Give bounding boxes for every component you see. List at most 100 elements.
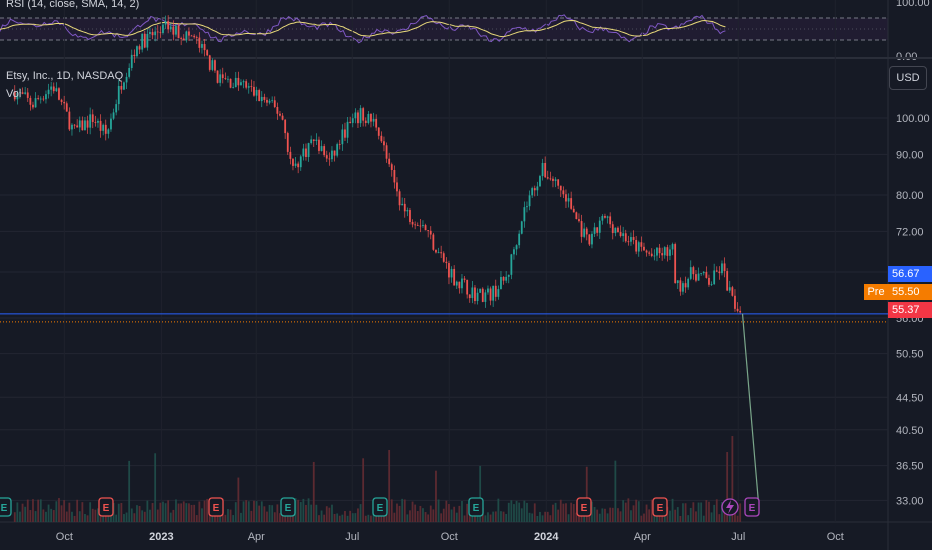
earnings-marker-letter: E	[285, 503, 292, 514]
candle-body	[731, 287, 734, 296]
candle-body	[679, 280, 682, 292]
earnings-marker[interactable]: E	[98, 497, 114, 517]
earnings-marker[interactable]: E	[744, 497, 760, 517]
candle-body	[245, 81, 248, 88]
candle-body	[97, 120, 99, 123]
candle-body	[385, 145, 388, 159]
volume-bar	[273, 512, 276, 522]
earnings-marker[interactable]: E	[576, 497, 592, 517]
candle-body	[65, 103, 68, 112]
volume-bar	[554, 502, 557, 522]
earnings-marker-letter: E	[581, 503, 588, 514]
volume-bar	[175, 499, 177, 522]
earnings-marker[interactable]: E	[652, 497, 668, 517]
candle-body	[414, 224, 417, 226]
volume-bar	[570, 502, 573, 522]
candle-body	[136, 46, 138, 57]
earnings-marker-letter: E	[473, 503, 480, 514]
volume-bar	[718, 514, 721, 522]
volume-bar	[52, 510, 55, 522]
volume-bar	[637, 501, 640, 522]
volume-bar	[276, 504, 279, 522]
volume-bar	[401, 498, 404, 522]
candle-body	[598, 220, 601, 233]
pre-market-price-tag: 55.50	[888, 284, 932, 300]
volume-bar	[679, 515, 682, 522]
candle-body	[284, 119, 287, 134]
volume-bar	[89, 502, 92, 522]
volume-bar	[593, 507, 596, 522]
candle-body	[336, 144, 339, 156]
volume-bar	[492, 511, 495, 522]
candle-body	[21, 92, 24, 94]
candle-body	[26, 92, 29, 98]
earnings-marker-letter: E	[749, 503, 756, 514]
volume-bar	[331, 504, 333, 522]
candle-body	[323, 146, 326, 156]
volume-bar	[156, 509, 159, 522]
earnings-marker[interactable]: E	[468, 497, 484, 517]
volume-bar	[689, 507, 692, 522]
earnings-marker[interactable]: E	[372, 497, 388, 517]
earnings-marker-box	[576, 497, 592, 517]
volume-bar	[687, 515, 690, 522]
volume-bar	[325, 506, 328, 522]
volume-bar	[341, 514, 344, 522]
candle-body	[32, 104, 34, 108]
volume-bar	[138, 505, 141, 522]
main-legend[interactable]: Etsy, Inc., 1D, NASDAQ	[6, 70, 124, 82]
candle-body	[364, 120, 367, 124]
candle-body	[370, 113, 372, 122]
candle-body	[494, 285, 497, 297]
candle-body	[718, 271, 721, 274]
volume-bar	[578, 515, 580, 522]
volume-bar	[65, 511, 68, 522]
candle-body	[232, 87, 235, 88]
time-tick-label: 2024	[534, 531, 559, 543]
volume-bar	[445, 500, 448, 522]
candle-body	[289, 151, 292, 159]
volume-bar	[739, 503, 742, 522]
candle-body	[190, 35, 193, 37]
candle-body	[453, 268, 456, 286]
time-axis[interactable]: Oct 2023 Apr Jul Oct 2024 Apr Jul Oct	[56, 531, 844, 543]
lightning-icon[interactable]	[721, 498, 739, 516]
candle-body	[151, 32, 154, 36]
currency-button[interactable]: USD	[889, 66, 927, 90]
candle-body	[507, 274, 510, 277]
time-tick-label: Jul	[345, 531, 359, 543]
earnings-marker[interactable]: E	[208, 497, 224, 517]
price-tick-label: 80.00	[896, 190, 924, 202]
earnings-marker[interactable]: E	[0, 497, 12, 517]
candle-body	[437, 252, 440, 254]
candle-body	[162, 24, 164, 33]
volume-bar	[650, 499, 653, 522]
volume-bar	[549, 515, 552, 522]
volume-bar	[50, 508, 53, 522]
volume-legend[interactable]: Vol	[6, 88, 22, 100]
lightning-icon-bolt	[726, 500, 734, 514]
earnings-marker-box	[98, 497, 114, 517]
candle-body	[588, 234, 591, 245]
candle-body	[133, 54, 136, 57]
candle-body	[315, 139, 318, 141]
candle-body	[260, 96, 263, 102]
rsi-legend[interactable]: RSI (14, close, SMA, 14, 2)	[6, 0, 140, 10]
volume-bar	[676, 507, 679, 522]
volume-bar	[552, 504, 554, 522]
price-tick-label: 44.50	[896, 392, 924, 404]
candle-body	[102, 124, 105, 131]
close-price-tag: 56.67	[888, 266, 932, 282]
candle-body	[549, 178, 552, 180]
candle-body	[661, 253, 664, 256]
candle-body	[201, 44, 203, 48]
pre-market-label: Pre	[864, 284, 888, 300]
candle-body	[58, 88, 60, 100]
volume-bar	[37, 499, 40, 522]
volume-bar	[180, 503, 183, 522]
candle-body	[125, 76, 128, 83]
candle-body	[424, 225, 427, 231]
earnings-marker[interactable]: E	[280, 497, 296, 517]
